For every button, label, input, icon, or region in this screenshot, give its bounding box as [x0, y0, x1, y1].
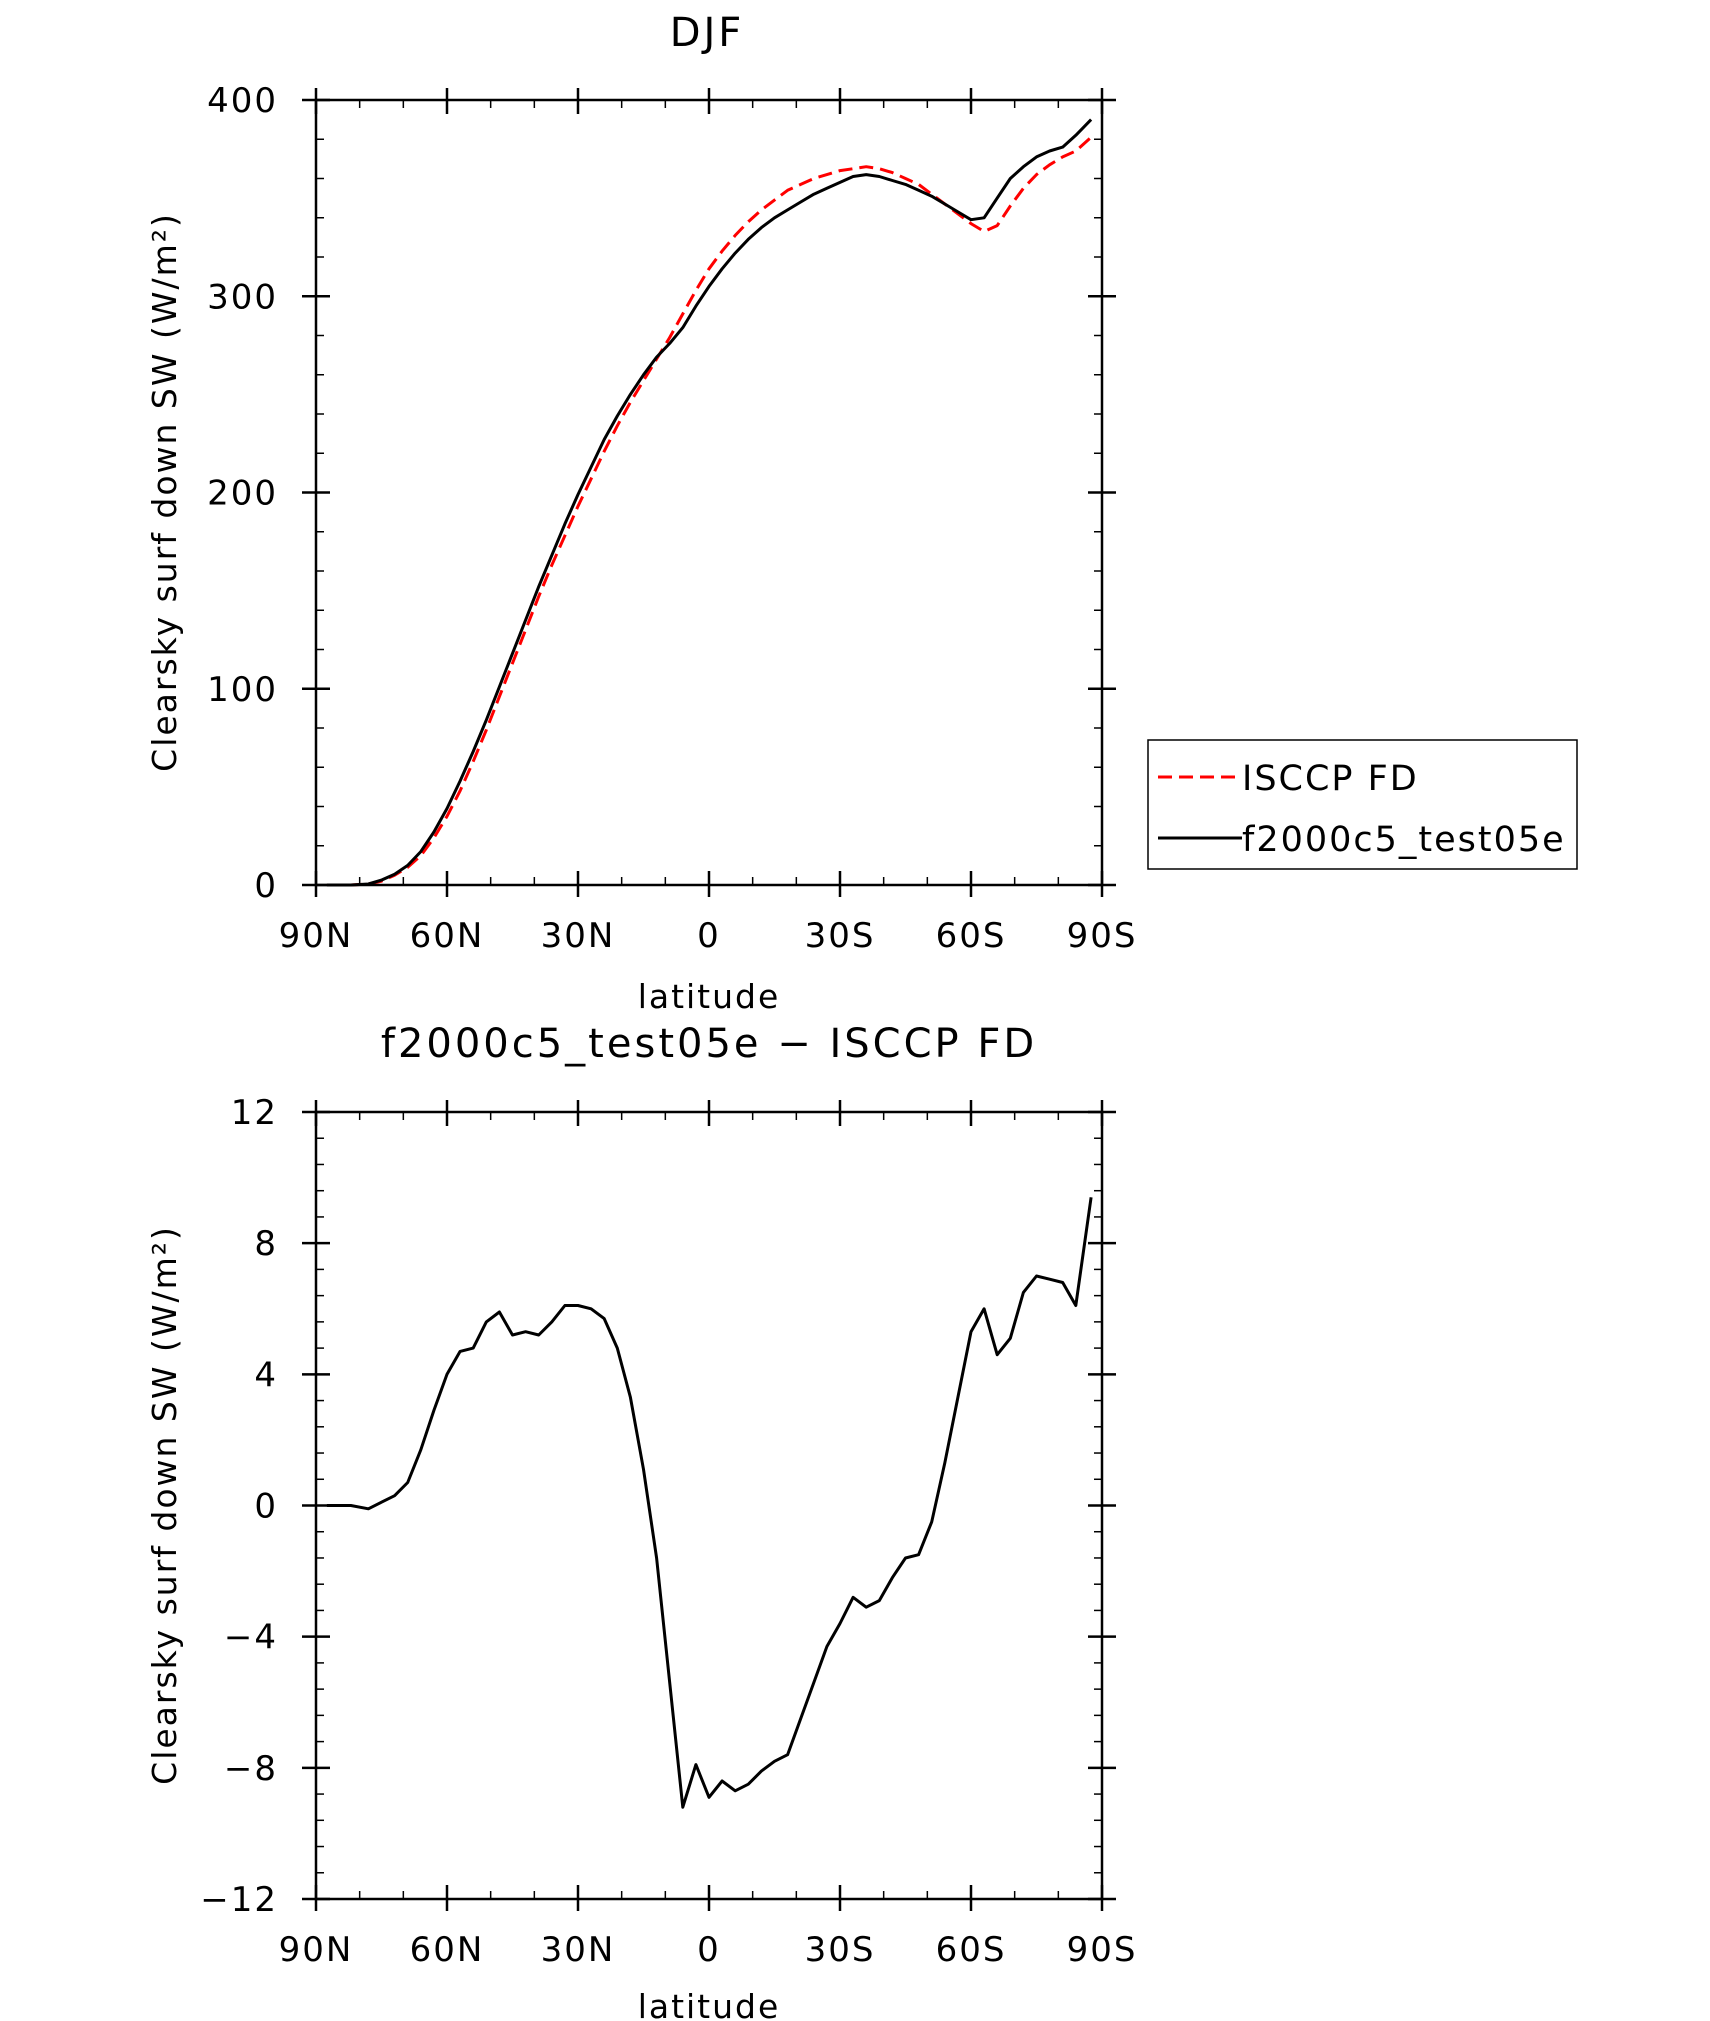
bottom-chart-title: f2000c5_test05e − ISCCP FD [381, 1021, 1037, 1067]
top-y-tick-label: 300 [207, 277, 278, 317]
top-x-tick-label: 60N [410, 916, 485, 956]
top-y-tick-label: 0 [254, 866, 278, 906]
top-tick-labels: 90N 60N 30N 0 30S 60S 90S 0 100 200 300 400 [207, 81, 1138, 956]
top-x-tick-label: 90N [279, 916, 354, 956]
legend: ISCCP FD f2000c5_test05e [1147, 739, 1578, 870]
bottom-x-axis-label: latitude [638, 1987, 781, 2021]
bottom-y-tick-label: −12 [200, 1880, 278, 1920]
bottom-y-tick-label: 0 [254, 1487, 278, 1527]
top-tick-marks [302, 88, 1116, 897]
bottom-x-tick-label: 0 [697, 1930, 721, 1970]
legend-box [1147, 739, 1578, 870]
legend-entry-isccp: ISCCP FD [1242, 759, 1419, 799]
bottom-tick-marks [302, 1100, 1116, 1911]
bottom-x-tick-label: 30S [805, 1930, 876, 1970]
top-x-tick-label: 90S [1067, 916, 1138, 956]
top-x-tick-label: 0 [697, 916, 721, 956]
top-x-tick-label: 30S [805, 916, 876, 956]
top-data-lines [326, 118, 1093, 887]
bottom-y-tick-label: −8 [224, 1749, 278, 1789]
bottom-series-line-0 [326, 1197, 1093, 1809]
bottom-y-tick-label: 8 [254, 1224, 278, 1264]
bottom-tick-labels: 90N 60N 30N 0 30S 60S 90S −12 −8 −4 0 4 8 12 [200, 1093, 1138, 1970]
legend-entry-model: f2000c5_test05e [1242, 820, 1566, 860]
top-x-axis-label: latitude [638, 977, 781, 1016]
bottom-x-tick-label: 60S [936, 1930, 1007, 1970]
bottom-x-tick-label: 30N [541, 1930, 616, 1970]
top-y-tick-label: 100 [207, 670, 278, 710]
top-series-line-isccp-fd [326, 136, 1093, 887]
top-x-tick-label: 30N [541, 916, 616, 956]
bottom-data-lines [326, 1197, 1093, 1809]
top-y-axis-label: Clearsky surf down SW (W/m²) [145, 212, 184, 772]
bottom-plot-frame [314, 1110, 1104, 1901]
bottom-x-tick-label: 90N [279, 1930, 354, 1970]
top-y-tick-label: 200 [207, 474, 278, 514]
bottom-y-tick-label: 4 [254, 1355, 278, 1395]
top-y-tick-label: 400 [207, 81, 278, 121]
bottom-panel: f2000c5_test05e − ISCCP FD 90N 60N 30N 0 30S… [145, 1021, 1138, 2021]
top-plot-frame [314, 98, 1104, 887]
top-x-tick-label: 60S [936, 916, 1007, 956]
top-chart-title: DJF [670, 10, 745, 56]
bottom-y-tick-label: 12 [231, 1093, 278, 1133]
bottom-y-axis-label: Clearsky surf down SW (W/m²) [145, 1225, 184, 1785]
top-series-line-f2000c5-test05e [326, 118, 1093, 887]
bottom-y-tick-label: −4 [224, 1618, 278, 1658]
top-panel: DJF 90N 60N 30N 0 30S 60S 90S 0 100 200 300 400 lat… [145, 10, 1578, 1016]
bottom-x-tick-label: 60N [410, 1930, 485, 1970]
bottom-x-tick-label: 90S [1067, 1930, 1138, 1970]
